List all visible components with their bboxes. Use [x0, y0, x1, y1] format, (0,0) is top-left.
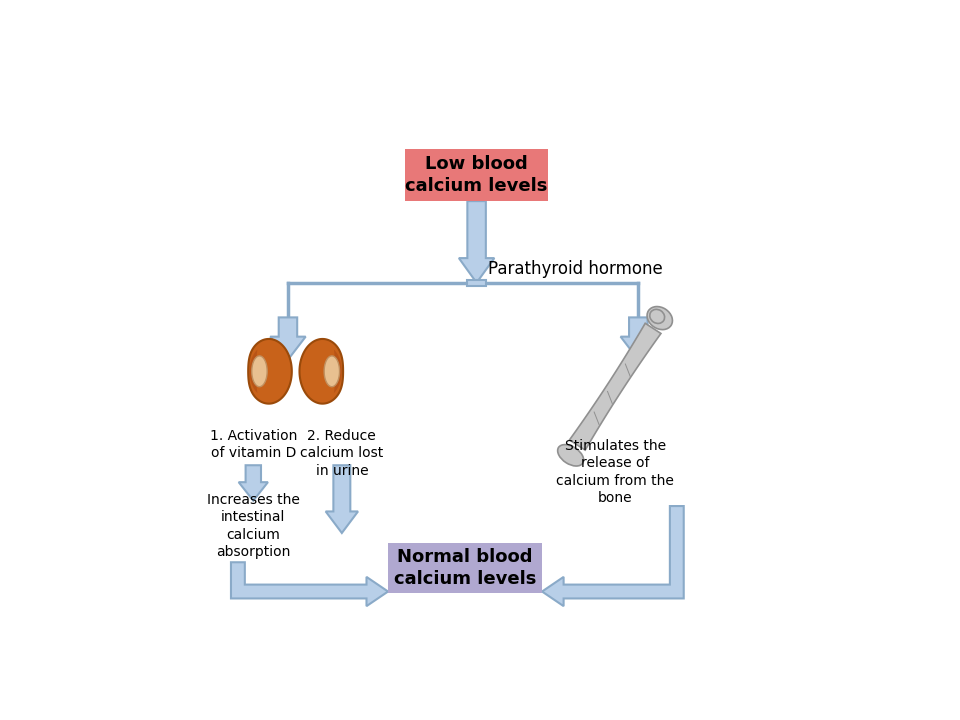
Polygon shape — [620, 318, 656, 360]
Text: Low blood
calcium levels: Low blood calcium levels — [405, 155, 548, 195]
Polygon shape — [300, 339, 343, 404]
Polygon shape — [252, 356, 267, 387]
FancyBboxPatch shape — [388, 543, 542, 593]
Polygon shape — [459, 201, 494, 283]
Text: Increases the
intestinal
calcium
absorption: Increases the intestinal calcium absorpt… — [206, 493, 300, 559]
Ellipse shape — [558, 445, 584, 466]
Text: Normal blood
calcium levels: Normal blood calcium levels — [394, 547, 537, 588]
Text: 2. Reduce
calcium lost
in urine: 2. Reduce calcium lost in urine — [300, 429, 383, 477]
Text: 1. Activation
of vitamin D: 1. Activation of vitamin D — [209, 429, 297, 460]
Ellipse shape — [647, 307, 672, 330]
Text: Stimulates the
release of
calcium from the
bone: Stimulates the release of calcium from t… — [556, 439, 674, 505]
Polygon shape — [325, 465, 358, 533]
Polygon shape — [250, 349, 257, 393]
Polygon shape — [324, 356, 340, 387]
Polygon shape — [542, 506, 684, 606]
Polygon shape — [249, 339, 292, 404]
Ellipse shape — [650, 310, 664, 323]
Polygon shape — [271, 318, 305, 360]
Polygon shape — [239, 465, 268, 500]
FancyBboxPatch shape — [405, 149, 548, 201]
Text: Parathyroid hormone: Parathyroid hormone — [488, 260, 663, 278]
Polygon shape — [468, 279, 486, 286]
Polygon shape — [569, 323, 660, 450]
Polygon shape — [231, 562, 388, 606]
Polygon shape — [334, 349, 342, 393]
